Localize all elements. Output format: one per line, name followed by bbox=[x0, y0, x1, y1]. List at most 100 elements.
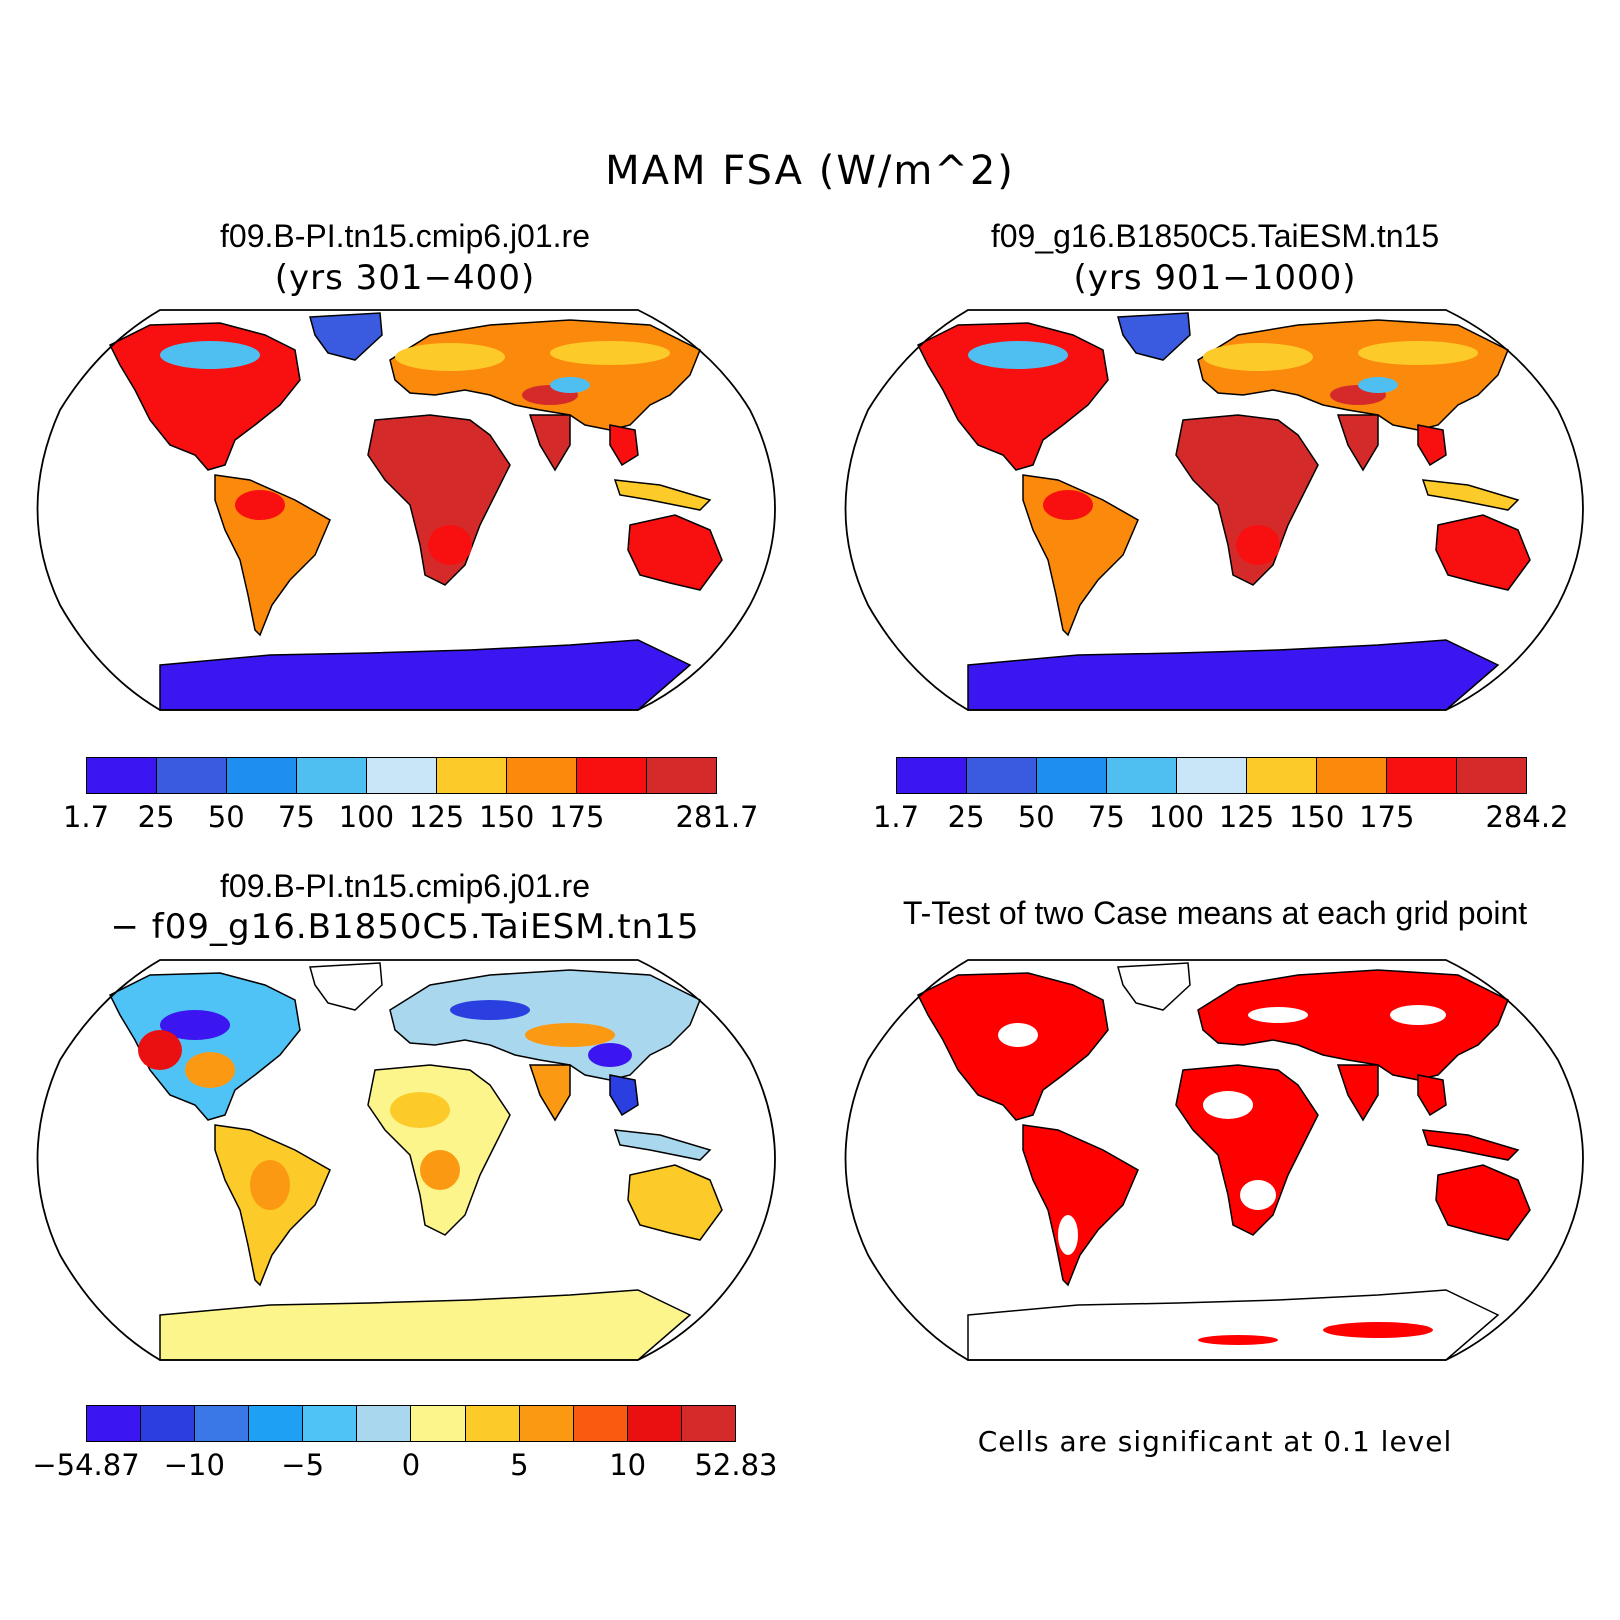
field-patch bbox=[160, 341, 260, 369]
colorbar-bl-swatch bbox=[681, 1406, 735, 1441]
colorbar-tick-label: 125 bbox=[408, 800, 465, 834]
map-bl-content bbox=[36, 959, 776, 1361]
colorbar-bl-swatch bbox=[249, 1406, 304, 1441]
colorbar-tick-label: 1.7 bbox=[62, 800, 110, 834]
colorbar-tr-swatch bbox=[1247, 758, 1317, 793]
colorbar-tick-label: 175 bbox=[549, 800, 605, 834]
panel-tr-title: f09_g16.B1850C5.TaiESM.tn15 bbox=[990, 218, 1440, 254]
field-patch bbox=[968, 341, 1068, 369]
colorbar-tick-label: 100 bbox=[1148, 800, 1205, 834]
field-patch bbox=[395, 343, 505, 371]
map-tl bbox=[36, 309, 776, 711]
colorbar-bl-swatch bbox=[627, 1406, 682, 1441]
colorbar-tick-label: 25 bbox=[137, 800, 175, 834]
colorbar-tick-label: 150 bbox=[1288, 800, 1345, 834]
land-seAsia bbox=[1417, 424, 1447, 467]
colorbar-bl-swatch bbox=[303, 1406, 358, 1441]
field-patch bbox=[1203, 1091, 1253, 1119]
field-patch bbox=[645, 1185, 695, 1225]
map-outline bbox=[36, 959, 776, 1361]
land-greenland bbox=[309, 962, 383, 1011]
panel-tl-subtitle: (yrs 301−400) bbox=[274, 258, 536, 298]
land-greenland bbox=[309, 312, 383, 361]
colorbar-tick-label: 175 bbox=[1359, 800, 1415, 834]
field-patch bbox=[390, 430, 470, 480]
field-patch bbox=[1240, 1180, 1276, 1210]
colorbar-tick-label: 52.83 bbox=[694, 1448, 778, 1482]
colorbar-tr bbox=[896, 757, 1527, 794]
land-indonesia bbox=[613, 479, 712, 511]
field-patch bbox=[428, 525, 472, 565]
panel-tl-title: f09.B-PI.tn15.cmip6.j01.re bbox=[220, 218, 590, 254]
map-tr-content bbox=[844, 309, 1584, 711]
field-patch bbox=[160, 1010, 230, 1040]
colorbar-tl-swatch bbox=[297, 758, 367, 793]
colorbar-tick-label: 1.7 bbox=[872, 800, 920, 834]
field-patch bbox=[1390, 1005, 1446, 1025]
colorbar-tl-swatch bbox=[507, 758, 577, 793]
colorbar-tr-swatch bbox=[1457, 758, 1526, 793]
colorbar-tick-label: 50 bbox=[207, 800, 245, 834]
field-patch bbox=[550, 377, 590, 393]
map-tl-content bbox=[36, 309, 776, 711]
field-patch bbox=[588, 1043, 632, 1067]
colorbar-bl-labels: −54.87 −10 −5 0 5 10 52.83 bbox=[32, 1448, 777, 1484]
field-patch bbox=[1248, 1007, 1308, 1023]
colorbar-tick-label: 100 bbox=[338, 800, 395, 834]
colorbar-tick-label: 0 bbox=[401, 1448, 421, 1482]
colorbar-tl-swatch bbox=[227, 758, 297, 793]
colorbar-tr-swatch bbox=[967, 758, 1037, 793]
colorbar-tick-label: 75 bbox=[277, 800, 315, 834]
colorbar-bl-swatch bbox=[411, 1406, 466, 1441]
colorbar-tick-label: 75 bbox=[1087, 800, 1125, 834]
field-patch bbox=[550, 341, 670, 365]
land-southAmerica bbox=[1022, 1124, 1139, 1287]
figure-title: MAM FSA (W/m^2) bbox=[605, 148, 1015, 194]
field-patch bbox=[390, 1092, 450, 1128]
colorbar-bl-swatch bbox=[87, 1406, 142, 1441]
colorbar-tick-label: 50 bbox=[1017, 800, 1055, 834]
colorbar-bl-swatch bbox=[519, 1406, 574, 1441]
colorbar-tick-label: 125 bbox=[1218, 800, 1275, 834]
colorbar-bl-swatch bbox=[195, 1406, 250, 1441]
map-outline bbox=[844, 959, 1584, 1361]
land-indonesia bbox=[613, 1129, 712, 1161]
colorbar-bl-swatch bbox=[465, 1406, 520, 1441]
land-indonesia bbox=[1421, 479, 1520, 511]
colorbar-tl-swatch bbox=[367, 758, 437, 793]
land-seAsia bbox=[609, 424, 639, 467]
colorbar-tl-swatch bbox=[157, 758, 227, 793]
colorbar-tick-label: −5 bbox=[281, 1448, 325, 1482]
field-patch bbox=[450, 1000, 530, 1020]
colorbar-bl-swatch bbox=[357, 1406, 412, 1441]
colorbar-bl bbox=[86, 1405, 736, 1442]
field-patch bbox=[1198, 1335, 1278, 1345]
colorbar-tick-label: 10 bbox=[609, 1448, 647, 1482]
colorbar-tl-swatch bbox=[577, 758, 647, 793]
field-patch bbox=[1323, 1322, 1433, 1338]
panel-bl-title: f09.B-PI.tn15.cmip6.j01.re bbox=[220, 868, 590, 904]
field-patch bbox=[1358, 341, 1478, 365]
land-india bbox=[1336, 1064, 1379, 1122]
field-patch bbox=[1203, 343, 1313, 371]
map-bl bbox=[36, 959, 776, 1361]
land-australia bbox=[1435, 1164, 1531, 1241]
colorbar-tick-label: −10 bbox=[163, 1448, 225, 1482]
land-greenland bbox=[1117, 962, 1191, 1011]
map-br-content bbox=[844, 959, 1584, 1361]
colorbar-tl bbox=[86, 757, 717, 794]
land-india bbox=[1336, 414, 1379, 472]
land-seAsia bbox=[609, 1074, 639, 1117]
colorbar-tick-label: −54.87 bbox=[32, 1448, 140, 1482]
colorbar-tl-swatch bbox=[87, 758, 157, 793]
field-patch bbox=[138, 1030, 182, 1070]
map-br bbox=[844, 959, 1584, 1361]
land-greenland bbox=[1117, 312, 1191, 361]
colorbar-tick-label: 5 bbox=[510, 1448, 529, 1482]
panel-bl-subtitle: − f09_g16.B1850C5.TaiESM.tn15 bbox=[110, 907, 700, 947]
colorbar-tick-label: 150 bbox=[478, 800, 535, 834]
colorbar-tr-swatch bbox=[1387, 758, 1457, 793]
colorbar-tl-swatch bbox=[437, 758, 507, 793]
land-australia bbox=[1435, 514, 1531, 591]
colorbar-tick-label: 284.2 bbox=[1485, 800, 1569, 834]
